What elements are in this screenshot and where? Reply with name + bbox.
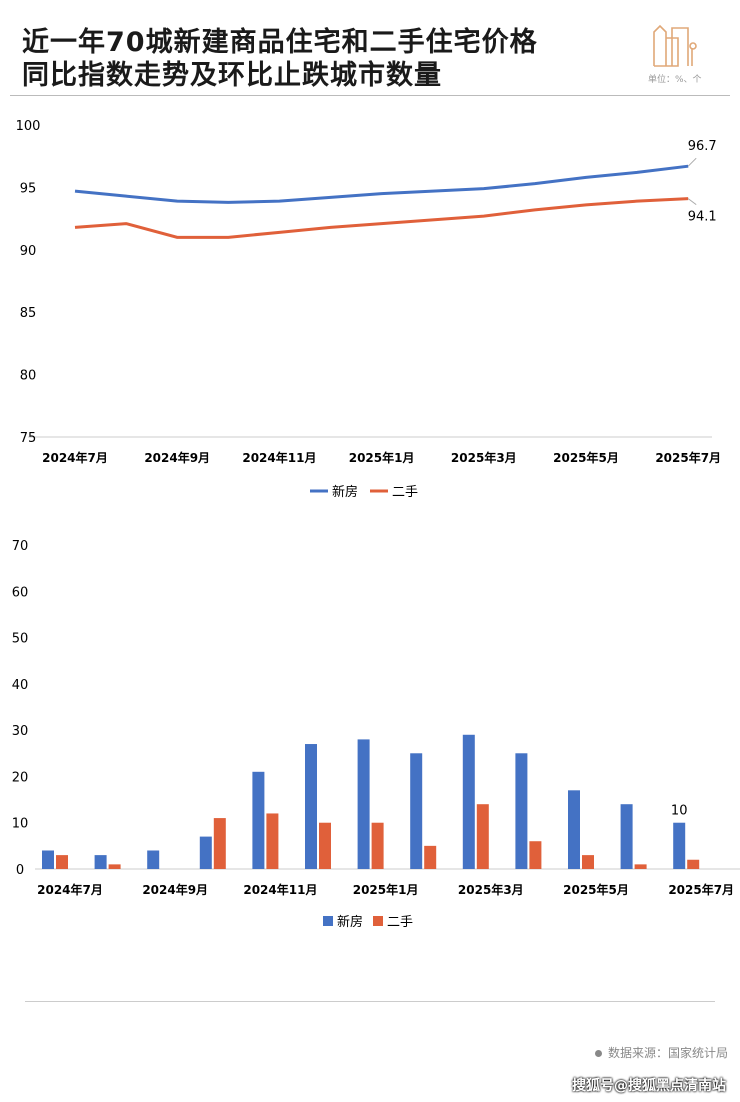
watermark: 搜狐号@搜狐黑点清南站 — [572, 1078, 726, 1094]
legend-swatch — [373, 916, 383, 926]
y-tick-label: 40 — [12, 678, 29, 693]
bar-second — [476, 804, 489, 869]
x-tick-label: 2025年5月 — [563, 882, 629, 897]
series-line-second — [74, 197, 689, 239]
bar-new — [252, 771, 265, 869]
y-tick-label: 85 — [20, 306, 37, 321]
data-label: 96.7 — [688, 139, 717, 154]
x-tick-label: 2024年9月 — [144, 450, 210, 465]
bar-new — [620, 804, 633, 869]
bar-new — [305, 744, 317, 869]
bar-new — [462, 734, 475, 869]
x-tick-label: 2025年3月 — [451, 450, 517, 465]
bar-second — [371, 822, 384, 869]
x-tick-label: 2024年11月 — [242, 450, 316, 465]
legend-label: 新房 — [332, 484, 358, 500]
page-title: 近一年70城新建商品住宅和二手住宅价格 同比指数走势及环比止跌城市数量 — [22, 26, 538, 92]
data-label: 94.1 — [688, 210, 717, 225]
legend-label: 二手 — [392, 485, 418, 500]
x-tick-label: 2025年5月 — [553, 450, 619, 465]
legend-label: 二手 — [387, 915, 413, 930]
x-tick-label: 2024年7月 — [42, 450, 108, 465]
bar-second — [424, 845, 437, 869]
building-icon — [653, 24, 697, 67]
x-tick-label: 2025年7月 — [668, 882, 734, 897]
bar-second — [529, 841, 542, 869]
x-tick-label: 2024年9月 — [142, 882, 208, 897]
x-tick-label: 2024年11月 — [243, 882, 317, 897]
label-leader — [687, 198, 697, 206]
y-tick-label: 100 — [16, 119, 41, 134]
bar-second — [266, 813, 279, 869]
bar-new — [147, 850, 160, 869]
legend-label: 新房 — [337, 914, 363, 930]
data-label: 10 — [671, 804, 688, 819]
x-tick-label: 2025年1月 — [349, 450, 415, 465]
source-note: 数据来源：国家统计局 — [594, 1044, 728, 1061]
bar-second — [687, 859, 700, 869]
x-tick-label: 2024年7月 — [37, 882, 103, 897]
divider — [10, 95, 730, 96]
bar-new — [357, 739, 370, 869]
y-tick-label: 0 — [16, 863, 24, 878]
bar-second — [319, 822, 331, 869]
bar-new — [515, 753, 528, 869]
bar-new — [568, 790, 580, 869]
y-tick-label: 20 — [12, 770, 29, 785]
bar-second — [213, 818, 226, 869]
bar-new — [199, 836, 212, 869]
bar-new — [673, 822, 686, 869]
bar-second — [582, 855, 594, 869]
bar-chart: 0 10 20 30 40 50 60 70 2024年7月 2024年9月 2024年11月 202… — [12, 539, 740, 930]
bullet-icon — [594, 1050, 602, 1057]
title-line-2: 同比指数走势及环比止跌城市数量 — [22, 60, 442, 91]
y-tick-label: 50 — [12, 632, 29, 647]
line-chart: 75 80 85 90 95 100 2024年7月 2024年9月 2024年11月 2025年… — [16, 119, 721, 500]
legend-swatch — [323, 916, 333, 926]
label-leader — [687, 157, 697, 167]
bar-second — [108, 864, 121, 869]
bar-new — [410, 753, 423, 869]
divider — [25, 1001, 715, 1002]
x-tick-label: 2025年7月 — [655, 450, 721, 465]
y-tick-label: 90 — [20, 244, 37, 259]
y-tick-label: 70 — [12, 539, 29, 554]
y-tick-label: 80 — [20, 369, 37, 384]
bar-new — [94, 855, 107, 869]
y-tick-label: 10 — [12, 817, 29, 832]
bar-second — [56, 855, 68, 869]
y-tick-label: 95 — [20, 181, 37, 196]
y-tick-label: 30 — [12, 724, 29, 739]
series-line-new — [74, 164, 689, 204]
unit-label: 单位：%、个 — [648, 75, 702, 85]
y-tick-label: 75 — [20, 431, 37, 446]
x-tick-label: 2025年3月 — [458, 882, 524, 897]
source-text: 数据来源：国家统计局 — [607, 1046, 728, 1060]
title-line-1: 近一年70城新建商品住宅和二手住宅价格 — [22, 27, 538, 58]
x-tick-label: 2025年1月 — [353, 882, 419, 897]
bar-second — [634, 864, 647, 869]
bar-new — [42, 850, 54, 869]
y-tick-label: 60 — [12, 585, 29, 600]
